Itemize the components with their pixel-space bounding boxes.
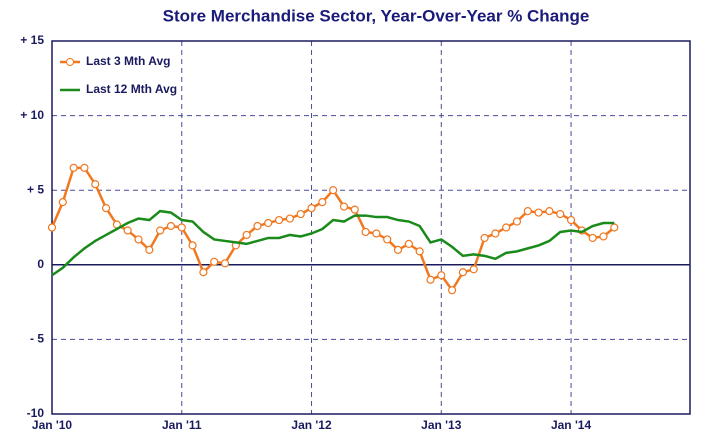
data-point bbox=[210, 257, 219, 266]
data-point bbox=[199, 268, 208, 277]
data-point bbox=[47, 223, 57, 232]
legend-label: Last 12 Mth Avg bbox=[86, 82, 177, 96]
chart-title: Store Merchandise Sector, Year-Over-Year… bbox=[163, 6, 590, 25]
data-point bbox=[80, 163, 89, 172]
data-point bbox=[220, 259, 230, 268]
data-point bbox=[437, 271, 446, 280]
data-point bbox=[285, 214, 294, 223]
y-tick-label: + 5 bbox=[27, 182, 44, 196]
x-tick-label: Jan '10 bbox=[32, 418, 73, 432]
data-point bbox=[274, 215, 284, 225]
data-point bbox=[426, 275, 435, 284]
data-point bbox=[393, 245, 403, 254]
y-tick-label: 0 bbox=[37, 257, 44, 271]
data-point bbox=[599, 232, 608, 241]
data-point bbox=[469, 265, 478, 274]
data-point bbox=[69, 163, 78, 172]
data-point bbox=[448, 286, 457, 295]
data-point bbox=[545, 206, 554, 216]
data-point bbox=[383, 235, 392, 244]
data-point bbox=[145, 245, 154, 254]
data-point bbox=[296, 209, 305, 219]
y-tick-label: + 15 bbox=[20, 33, 44, 47]
data-point bbox=[307, 204, 316, 213]
data-point bbox=[242, 230, 251, 240]
legend-label: Last 3 Mth Avg bbox=[86, 54, 170, 68]
data-point bbox=[512, 217, 522, 226]
data-point bbox=[166, 221, 176, 231]
legend-marker bbox=[66, 58, 74, 66]
y-tick-label: - 5 bbox=[30, 332, 44, 346]
data-point bbox=[134, 235, 143, 244]
data-point bbox=[458, 268, 468, 277]
data-point bbox=[372, 229, 381, 238]
data-point bbox=[156, 226, 165, 235]
data-point bbox=[480, 233, 489, 243]
data-point bbox=[253, 221, 262, 231]
data-point bbox=[177, 223, 186, 232]
x-tick-label: Jan '11 bbox=[162, 418, 202, 432]
data-point bbox=[123, 226, 132, 235]
data-point bbox=[404, 239, 413, 249]
data-point bbox=[523, 206, 532, 216]
data-point bbox=[610, 223, 619, 232]
data-point bbox=[556, 209, 565, 219]
data-point bbox=[491, 229, 500, 238]
data-point bbox=[350, 205, 359, 214]
data-point bbox=[361, 227, 370, 237]
x-tick-label: Jan '13 bbox=[421, 418, 462, 432]
data-point bbox=[329, 186, 338, 195]
data-point bbox=[91, 180, 100, 189]
data-point bbox=[534, 208, 543, 217]
data-point bbox=[101, 204, 111, 213]
data-point bbox=[415, 247, 424, 256]
y-tick-label: -10 bbox=[27, 406, 45, 420]
data-point bbox=[588, 233, 597, 243]
data-point bbox=[58, 198, 67, 207]
y-tick-label: + 10 bbox=[20, 108, 44, 122]
data-point bbox=[566, 215, 576, 225]
x-tick-label: Jan '14 bbox=[551, 418, 592, 432]
data-point bbox=[264, 218, 273, 228]
data-point bbox=[188, 241, 197, 250]
x-tick-label: Jan '12 bbox=[291, 418, 332, 432]
plot-area bbox=[52, 41, 690, 414]
data-point bbox=[318, 198, 327, 207]
data-point bbox=[502, 223, 511, 232]
series-line bbox=[51, 209, 615, 277]
data-point bbox=[339, 202, 349, 211]
